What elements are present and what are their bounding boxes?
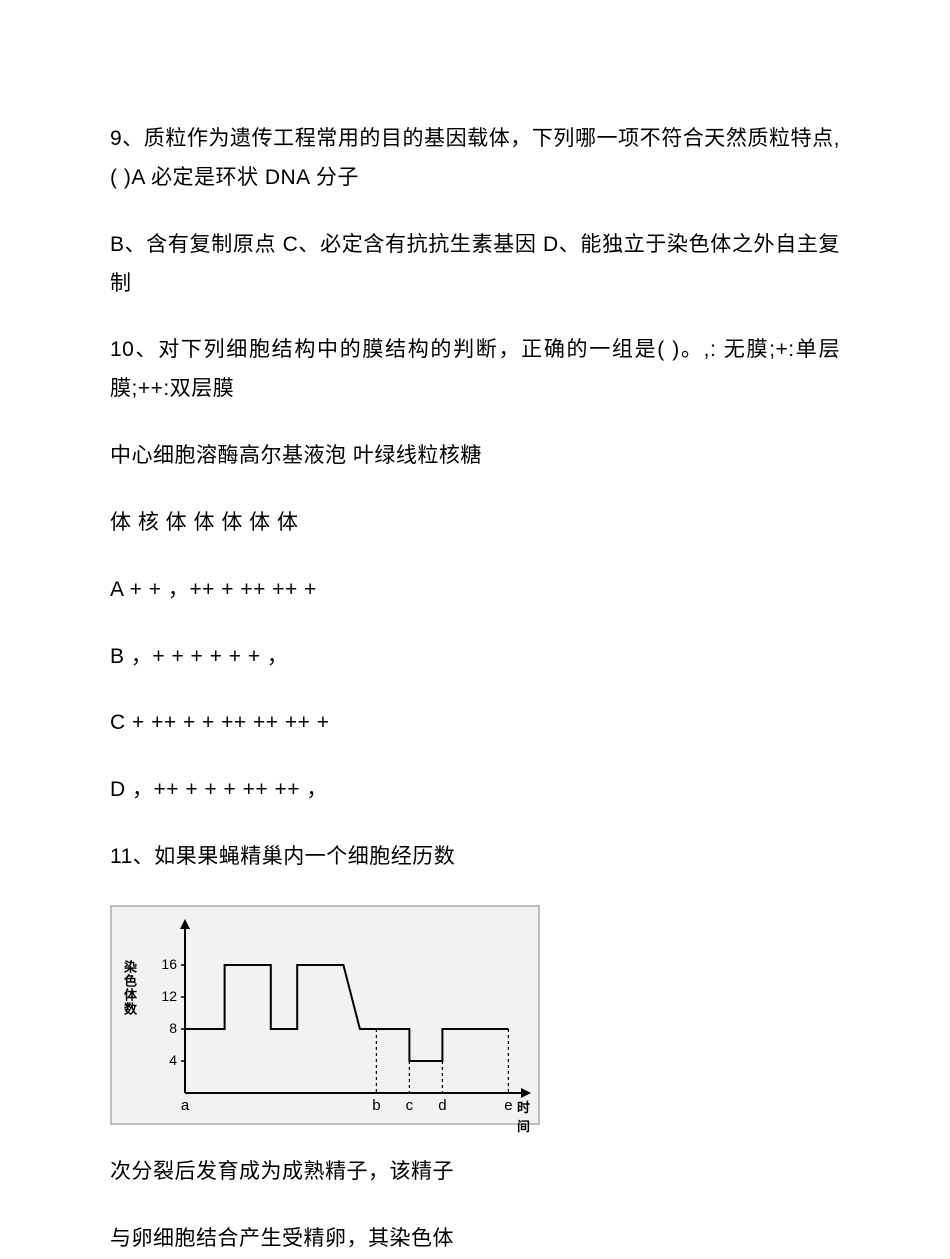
q10-header1: 中心细胞溶酶高尔基液泡 叶绿线粒核糖 <box>110 437 840 476</box>
xtick-c: c <box>401 1097 417 1114</box>
xtick-b: b <box>368 1097 384 1114</box>
ytick-8: 8 <box>157 1020 177 1036</box>
xtick-d: d <box>434 1097 450 1114</box>
chart-ylabel: 染色体数 <box>120 960 139 1016</box>
q9-line2: B、含有复制原点 C、必定含有抗抗生素基因 D、能独立于染色体之外自主复制 <box>110 226 840 304</box>
ytick-4: 4 <box>157 1052 177 1068</box>
chromosome-chart: 染色体数 481216abcde时间 <box>110 905 540 1125</box>
q10-optD: D ，++ + + + ++ ++ ， <box>110 771 840 810</box>
xtick-e: e <box>500 1097 516 1114</box>
q11-after1: 次分裂后发育成为成熟精子，该精子 <box>110 1153 840 1192</box>
q10-optB: B ，+ + + + + + ， <box>110 638 840 677</box>
ytick-16: 16 <box>157 956 177 972</box>
q9-line1: 9、质粒作为遗传工程常用的目的基因载体，下列哪一项不符合天然质粒特点,( )A … <box>110 120 840 198</box>
q11-stem: 11、如果果蝇精巢内一个细胞经历数 <box>110 838 840 877</box>
chart-svg <box>110 905 540 1125</box>
chart-xlabel: 时间 <box>517 1097 540 1135</box>
ytick-12: 12 <box>157 988 177 1004</box>
q10-header2: 体 核 体 体 体 体 体 <box>110 504 840 543</box>
q10-optC: C + ++ + + ++ ++ ++ + <box>110 704 840 743</box>
q11-after2: 与卵细胞结合产生受精卵，其染色体 <box>110 1220 840 1259</box>
xtick-a: a <box>177 1097 193 1114</box>
q10-stem: 10、对下列细胞结构中的膜结构的判断，正确的一组是( )。,: 无膜;+:单层膜… <box>110 331 840 409</box>
q10-optA: A + + ，++ + ++ ++ + <box>110 571 840 610</box>
